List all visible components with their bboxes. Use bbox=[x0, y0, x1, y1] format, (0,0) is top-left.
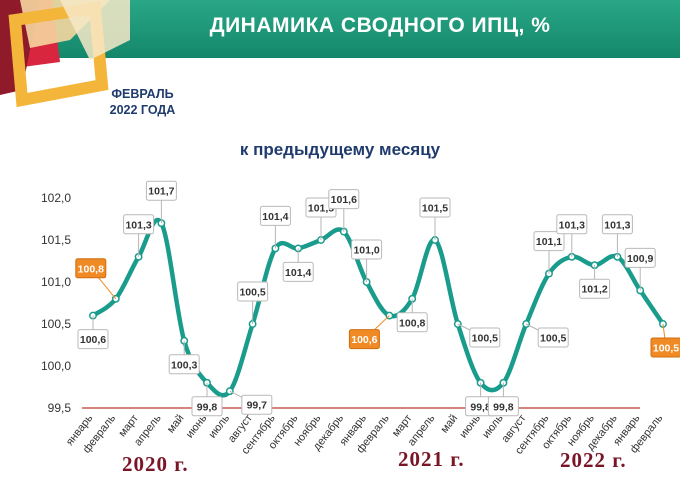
data-label-box bbox=[77, 329, 109, 350]
x-tick-label: июнь bbox=[184, 412, 210, 440]
data-label: 100,8 bbox=[78, 263, 104, 275]
data-label-box bbox=[145, 180, 177, 201]
data-label-box bbox=[487, 396, 519, 417]
x-tick-label: май bbox=[165, 412, 187, 435]
data-label: 100,9 bbox=[627, 253, 653, 265]
data-label-box bbox=[419, 197, 451, 218]
data-label: 99,7 bbox=[247, 400, 268, 412]
data-label-box bbox=[191, 396, 223, 417]
year-label-2020: 2020 г. bbox=[122, 452, 189, 476]
data-label: 100,5 bbox=[472, 333, 498, 345]
y-tick-label: 101,5 bbox=[41, 233, 71, 247]
data-label-box bbox=[75, 258, 107, 279]
data-label-box bbox=[537, 327, 569, 348]
y-tick-label: 101,0 bbox=[41, 275, 71, 289]
data-label-box bbox=[241, 394, 273, 415]
data-label: 101,3 bbox=[559, 219, 585, 231]
data-label-box bbox=[579, 278, 611, 299]
data-label-box bbox=[351, 239, 383, 260]
chart-subtitle: к предыдущему месяцу bbox=[239, 140, 441, 159]
data-label-box bbox=[650, 337, 680, 358]
data-label: 101,5 bbox=[308, 203, 334, 215]
data-label: 101,3 bbox=[604, 219, 630, 231]
data-label-box bbox=[168, 354, 200, 375]
data-label: 101,4 bbox=[262, 211, 288, 223]
data-label-box bbox=[469, 327, 501, 348]
data-label: 101,7 bbox=[148, 186, 174, 198]
year-label-2021: 2021 г. bbox=[398, 447, 465, 471]
page-title: ДИНАМИКА СВОДНОГО ИПЦ, % bbox=[209, 14, 551, 37]
data-label-box bbox=[556, 214, 588, 235]
data-label-box bbox=[237, 281, 269, 302]
data-label: 100,5 bbox=[540, 333, 566, 345]
data-label: 101,3 bbox=[125, 219, 151, 231]
data-label-box bbox=[348, 329, 380, 350]
report-year: 2022 ГОДА bbox=[109, 103, 176, 117]
data-label-box bbox=[328, 189, 360, 210]
data-label: 100,8 bbox=[399, 317, 425, 329]
data-label: 100,3 bbox=[171, 359, 197, 371]
data-label-box bbox=[601, 214, 633, 235]
data-label: 99,8 bbox=[493, 401, 514, 413]
data-label: 100,5 bbox=[239, 287, 265, 299]
y-tick-label: 100,5 bbox=[41, 317, 71, 331]
data-label-box bbox=[123, 214, 155, 235]
data-label-box bbox=[282, 261, 314, 282]
data-label: 100,6 bbox=[80, 334, 106, 346]
y-tick-label: 100,0 bbox=[41, 359, 71, 373]
year-label-2022: 2022 г. bbox=[560, 448, 627, 472]
decorative-frame-logo bbox=[0, 0, 130, 108]
data-label-box bbox=[533, 231, 565, 252]
data-label: 101,0 bbox=[353, 245, 379, 257]
data-label: 101,6 bbox=[331, 194, 357, 206]
x-tick-label: май bbox=[439, 412, 461, 435]
data-label: 101,1 bbox=[536, 236, 562, 248]
data-label: 99,8 bbox=[197, 401, 218, 413]
data-label: 101,5 bbox=[422, 203, 448, 215]
y-tick-label: 99,5 bbox=[48, 401, 72, 415]
data-label: 100,6 bbox=[351, 334, 377, 346]
y-tick-label: 102,0 bbox=[41, 191, 71, 205]
data-label: 99,8 bbox=[470, 401, 491, 413]
data-label: 100,5 bbox=[653, 343, 679, 355]
data-label-box bbox=[396, 312, 428, 333]
report-month: ФЕВРАЛЬ bbox=[111, 87, 174, 101]
data-label: 101,2 bbox=[581, 284, 607, 296]
x-tick-label: июнь bbox=[457, 412, 483, 440]
report-date: ФЕВРАЛЬ 2022 ГОДА bbox=[100, 86, 185, 118]
data-label: 101,4 bbox=[285, 267, 311, 279]
data-label-box bbox=[624, 247, 656, 268]
data-label-box bbox=[259, 205, 291, 226]
